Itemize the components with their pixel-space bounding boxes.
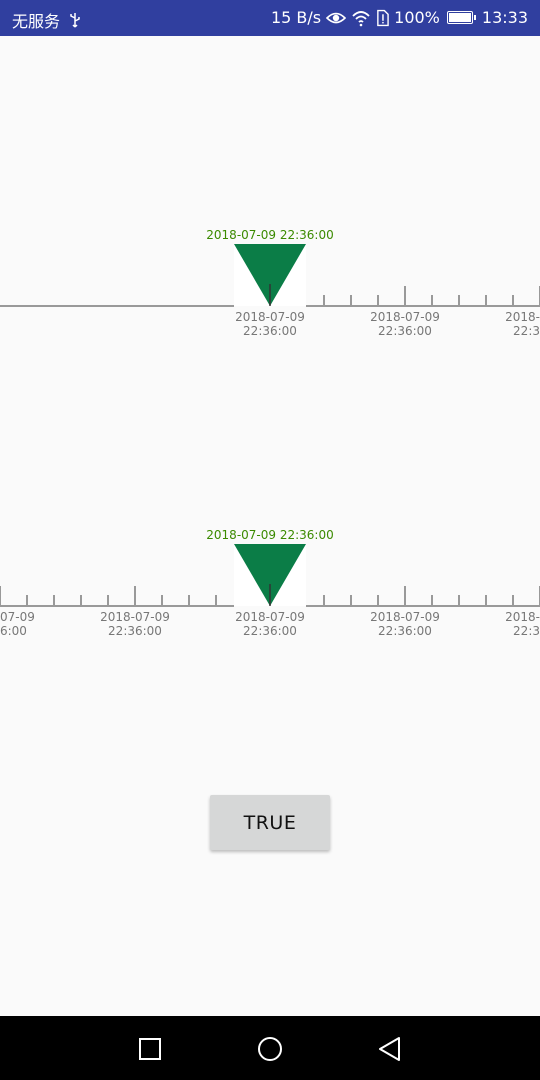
marker-time-label: 2018-07-09 22:36:00 — [206, 528, 334, 542]
minor-tick — [458, 595, 460, 606]
minor-tick — [215, 595, 217, 606]
minor-tick — [323, 295, 325, 306]
axis-line-left — [0, 605, 234, 607]
timeline-ruler-top[interactable]: 2018-07-09 22:36:00 2018-07-09 22:36:00 2… — [0, 228, 540, 348]
minor-tick — [53, 595, 55, 606]
home-circle-icon[interactable] — [257, 1036, 283, 1062]
minor-tick — [431, 595, 433, 606]
status-right: 15 B/s 100% 13:33 — [271, 8, 528, 27]
clock: 13:33 — [481, 8, 528, 27]
status-left: 无服务 — [12, 8, 84, 32]
true-button[interactable]: TRUE — [210, 795, 330, 850]
minor-tick — [485, 295, 487, 306]
minor-tick — [431, 295, 433, 306]
minor-tick — [485, 595, 487, 606]
usb-icon — [70, 13, 80, 28]
sim-alert-icon — [377, 9, 389, 26]
axis-line-right — [306, 605, 540, 607]
position-marker-icon[interactable] — [234, 544, 306, 606]
minor-tick — [350, 295, 352, 306]
minor-tick — [161, 595, 163, 606]
battery-percent: 100% — [394, 8, 440, 27]
carrier-text: 无服务 — [12, 12, 61, 31]
minor-tick — [512, 295, 514, 306]
battery-icon — [446, 11, 476, 24]
recents-square-icon[interactable] — [137, 1036, 163, 1062]
minor-tick — [26, 595, 28, 606]
major-tick — [404, 286, 406, 306]
minor-tick — [188, 595, 190, 606]
status-bar: 无服务 15 B/s 100% 13:33 — [0, 0, 540, 36]
minor-tick — [377, 595, 379, 606]
minor-tick — [377, 295, 379, 306]
axis-line-right — [306, 305, 540, 307]
minor-tick — [80, 595, 82, 606]
marker-time-label: 2018-07-09 22:36:00 — [206, 228, 334, 242]
major-tick — [404, 586, 406, 606]
position-marker-icon[interactable] — [234, 244, 306, 306]
minor-tick — [512, 595, 514, 606]
minor-tick — [458, 295, 460, 306]
major-tick — [134, 586, 136, 606]
axis-line-left — [0, 305, 234, 307]
minor-tick — [323, 595, 325, 606]
eye-icon — [326, 12, 347, 23]
minor-tick — [107, 595, 109, 606]
back-triangle-icon[interactable] — [377, 1036, 403, 1062]
navigation-bar — [0, 1016, 540, 1080]
net-speed: 15 B/s — [270, 8, 322, 27]
minor-tick — [350, 595, 352, 606]
wifi-icon — [352, 10, 370, 26]
major-tick — [0, 586, 1, 606]
